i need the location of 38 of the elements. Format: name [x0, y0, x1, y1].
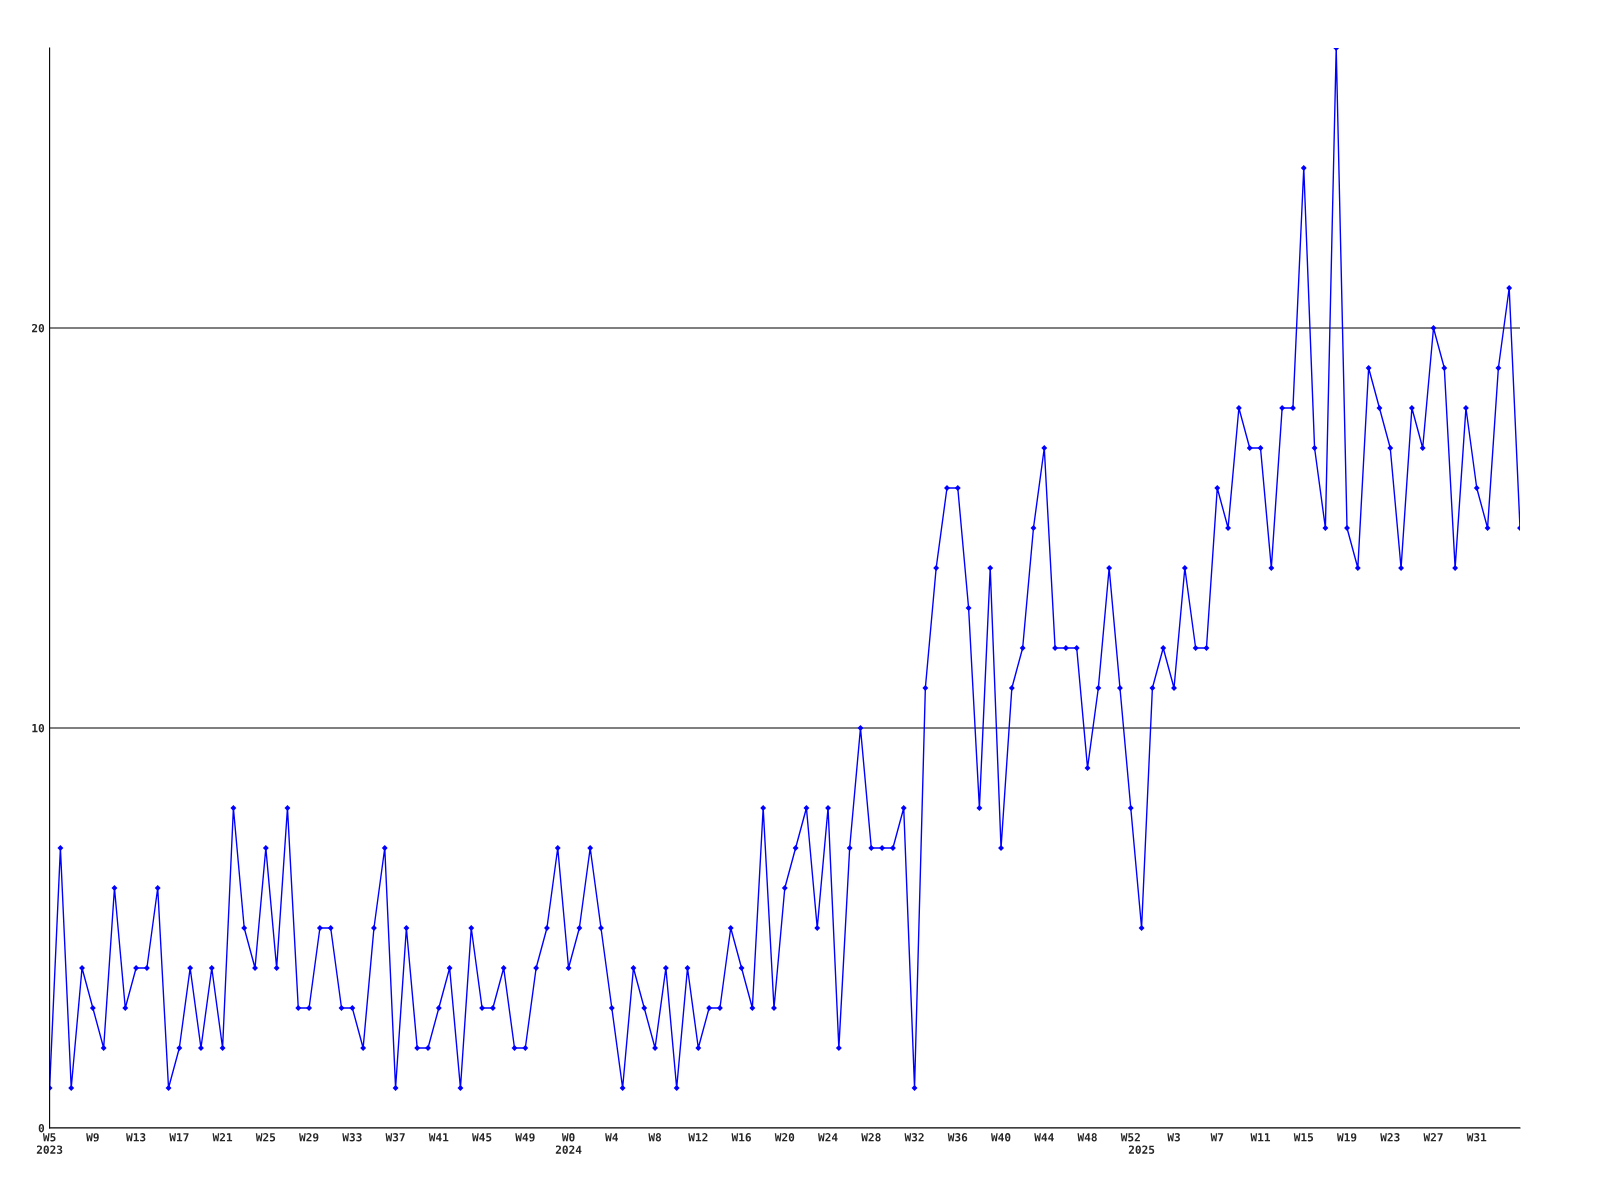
y-tick-label: 20: [31, 323, 45, 333]
x-tick-label: 2025: [1128, 1145, 1155, 1154]
x-tick-label: W48: [1077, 1133, 1097, 1142]
y-tick-label: 0: [38, 1123, 45, 1133]
x-tick-label: W0 2024: [555, 1133, 582, 1154]
x-tick-label: W11: [1250, 1133, 1271, 1142]
x-tick-label: W8: [648, 1133, 662, 1142]
x-tick-label: W32: [904, 1133, 924, 1142]
x-tick-label: W23: [1380, 1133, 1400, 1142]
x-tick-label: W33: [342, 1133, 362, 1142]
x-tick-label: W49: [515, 1133, 535, 1142]
x-tick-label: W17: [169, 1133, 189, 1142]
x-tick-label: W28: [861, 1133, 881, 1142]
x-tick-label: W29: [299, 1133, 319, 1142]
x-tick-label: W36: [947, 1133, 968, 1142]
x-tick-label: W7: [1210, 1133, 1224, 1142]
x-tick-label: W12: [688, 1133, 708, 1142]
x-tick-label: W40: [991, 1133, 1011, 1142]
x-tick-label: W3: [1167, 1133, 1180, 1142]
x-tick-label: W9: [86, 1133, 99, 1142]
y-tick-label: 10: [32, 723, 45, 733]
x-tick-label: W25: [255, 1133, 276, 1142]
x-tick-label: W24: [818, 1133, 838, 1142]
x-tick-label: W19: [1336, 1133, 1357, 1142]
x-tick-label: W15: [1293, 1133, 1314, 1142]
x-tick-label: W52: [1120, 1133, 1140, 1142]
x-tick-label: W4: [605, 1133, 618, 1142]
x-tick-label: W21: [212, 1133, 233, 1142]
x-tick-label: W37: [385, 1133, 405, 1142]
x-tick-label: W16: [731, 1133, 751, 1142]
x-tick-label: W44: [1034, 1133, 1054, 1142]
x-tick-label: W27: [1423, 1133, 1443, 1142]
x-tick-label: W20: [774, 1133, 795, 1142]
x-tick-label: W31: [1466, 1133, 1487, 1142]
x-tick-label: W13: [126, 1133, 146, 1142]
x-tick-label: W45: [472, 1133, 492, 1142]
x-tick-label: W41: [428, 1133, 449, 1142]
x-tick-label: W5 2023: [36, 1133, 63, 1154]
